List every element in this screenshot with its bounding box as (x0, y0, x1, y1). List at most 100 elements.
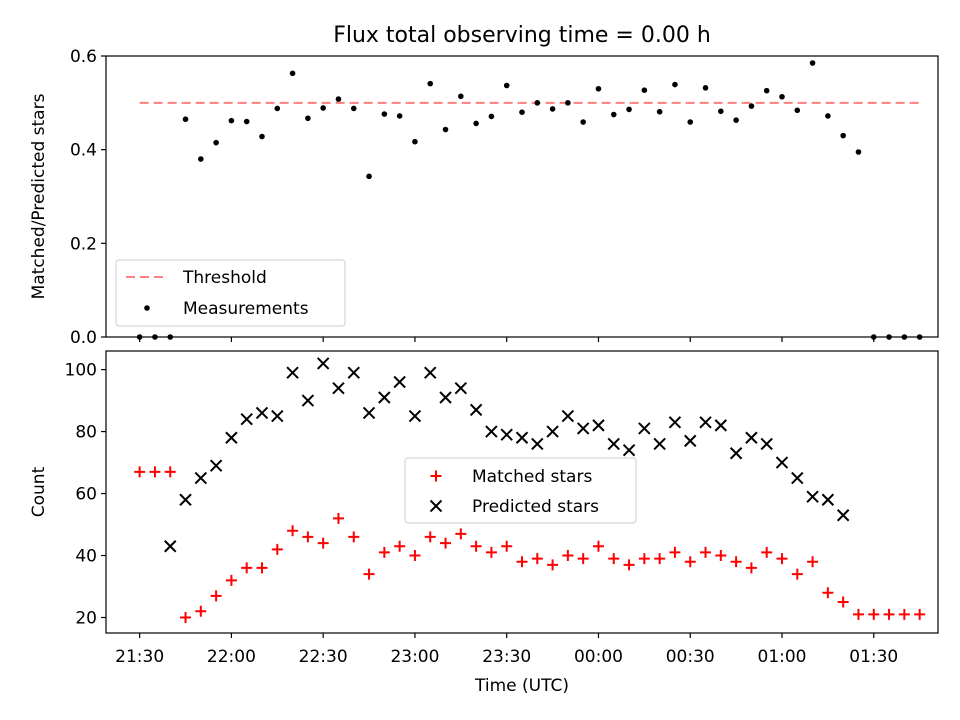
matched-star-point (791, 568, 803, 580)
measurement-point (396, 113, 403, 119)
x-tick-label: 23:30 (482, 647, 531, 667)
x-tick-label: 23:00 (390, 647, 439, 667)
x-tick-label: 21:30 (115, 647, 164, 667)
matched-star-point (852, 608, 864, 620)
predicted-star-point (378, 391, 391, 404)
predicted-star-point (408, 409, 422, 423)
matched-star-point (715, 550, 727, 562)
x-tick-label: 01:30 (849, 647, 898, 667)
x-axis-label: Time (UTC) (474, 676, 569, 696)
predicted-star-point (362, 406, 376, 420)
predicted-star-point (607, 437, 620, 451)
matched-star-point (516, 556, 528, 568)
measurement-point (580, 119, 586, 125)
matched-star-point (654, 553, 666, 565)
measurement-point (779, 93, 785, 100)
predicted-star-point (546, 425, 559, 438)
measurement-point (718, 108, 724, 115)
measurement-point (427, 80, 434, 87)
predicted-star-point (821, 493, 835, 506)
measurement-point (488, 113, 495, 120)
measurement-point (840, 132, 846, 139)
predicted-star-point (775, 456, 789, 469)
predicted-star-point (760, 437, 773, 451)
measurement-point (886, 334, 892, 340)
legend-threshold-label: Threshold (182, 268, 267, 288)
matched-star-point (837, 596, 849, 608)
y-axis-label: Count (29, 466, 49, 517)
predicted-star-point (806, 490, 819, 503)
matched-star-point (868, 608, 880, 620)
measurement-point (901, 334, 908, 340)
y-tick-label: 0.4 (70, 141, 97, 161)
measurement-point (274, 105, 281, 112)
measurement-point (870, 334, 877, 340)
matched-star-point (317, 537, 329, 549)
predicted-star-point (684, 434, 697, 448)
predicted-star-point (316, 357, 330, 370)
measurement-point (213, 139, 219, 146)
x-tick-label: 22:00 (207, 647, 256, 667)
measurement-point (289, 70, 296, 77)
matched-star-point (883, 608, 895, 620)
count-panel: 20 40 60 80 100 21:30 22:00 22:30 23:00 23:30 00:0… (29, 350, 939, 696)
predicted-star-point (439, 391, 452, 404)
predicted-star-point (622, 443, 636, 457)
measurement-point (825, 113, 831, 119)
measurement-point (243, 118, 250, 125)
chart-title: Flux total observing time = 0.00 h (333, 23, 711, 48)
matched-star-point (256, 562, 268, 574)
matched-star-point (577, 553, 589, 565)
measurement-point (503, 82, 510, 89)
plot-frame (105, 55, 939, 338)
predicted-star-point (164, 540, 177, 553)
legend-measurement-label: Measurements (183, 299, 309, 319)
predicted-star-point (668, 416, 682, 429)
predicted-star-point (576, 422, 590, 435)
measurement-point (626, 106, 632, 113)
legend-predicted-label: Predicted stars (472, 497, 599, 517)
measurement-point (565, 100, 571, 106)
measurement-point (748, 103, 755, 109)
measurement-point (412, 138, 418, 145)
matched-star-point (807, 556, 819, 568)
matched-star-point (424, 531, 436, 543)
matched-star-point (195, 605, 207, 617)
measurement-point (152, 334, 158, 340)
predicted-star-point (424, 366, 437, 379)
measurement-point (458, 93, 464, 100)
matched-star-point (348, 531, 360, 543)
matched-star-point (225, 574, 237, 586)
matched-star-point (638, 553, 650, 565)
measurement-point (656, 108, 663, 115)
matched-star-point (776, 553, 788, 565)
legend-matched-swatch (430, 470, 442, 482)
predicted-star-point (791, 471, 804, 485)
y-tick-label: 40 (75, 547, 97, 567)
matched-star-point (485, 546, 497, 558)
y-tick-label: 0.6 (70, 47, 97, 67)
measurement-point (136, 334, 143, 340)
measurement-point (641, 87, 648, 93)
measurement-point (442, 126, 449, 133)
measurement-point (809, 60, 816, 66)
measurement-point (595, 85, 602, 92)
measurement-point (167, 334, 174, 340)
matched-star-point (134, 466, 146, 478)
predicted-star-point (653, 437, 666, 451)
matched-star-point (287, 525, 299, 537)
predicted-star-point (515, 431, 529, 444)
y-tick-label: 100 (65, 361, 97, 381)
predicted-star-point (531, 437, 544, 451)
matched-star-point (914, 608, 926, 620)
predicted-star-point (286, 366, 299, 379)
predicted-star-point (454, 381, 468, 395)
matched-star-point (730, 556, 742, 568)
predicted-star-point (393, 375, 406, 389)
matched-star-point (592, 540, 604, 552)
matched-star-point (562, 550, 574, 562)
measurement-point (687, 119, 694, 125)
matched-star-point (470, 540, 482, 552)
matched-star-point (440, 537, 452, 549)
